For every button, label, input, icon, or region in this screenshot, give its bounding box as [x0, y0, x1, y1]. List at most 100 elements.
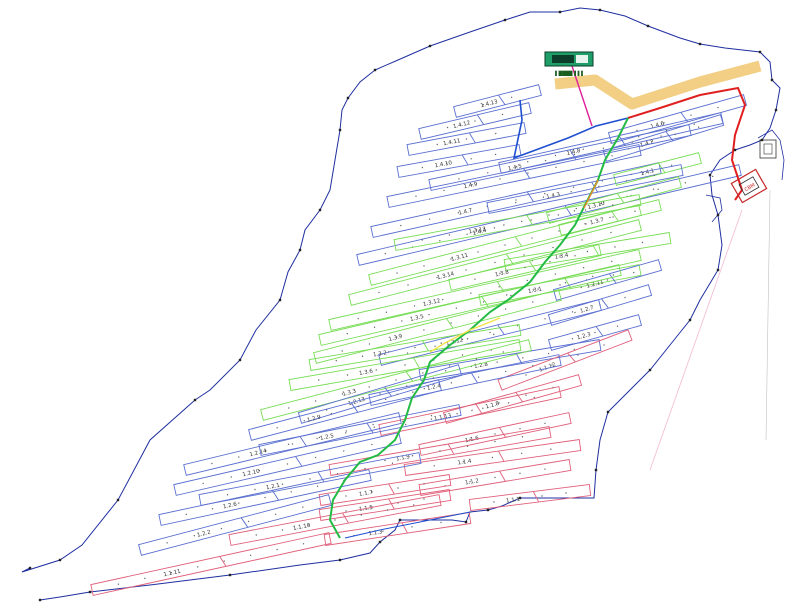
panel-marker	[519, 427, 521, 430]
panel-marker	[577, 354, 579, 356]
panel-marker	[345, 430, 347, 432]
panel-marker	[641, 241, 644, 244]
boundary-marker	[716, 213, 720, 217]
blue-feeder-cable	[512, 99, 629, 160]
boundary-marker	[338, 558, 342, 562]
panel-marker	[448, 234, 451, 236]
boundary-marker	[298, 248, 302, 252]
panel-row: 1.3.8	[448, 244, 602, 291]
panel-marker	[395, 379, 397, 381]
panel-marker	[308, 524, 310, 526]
row-divider	[567, 352, 576, 363]
panel-marker	[197, 566, 199, 568]
panel-marker	[413, 305, 416, 307]
panel-marker	[496, 361, 498, 363]
panel-marker	[423, 483, 425, 485]
panel-marker	[503, 224, 505, 226]
panel-marker	[571, 311, 574, 313]
panel-row-outline	[442, 374, 583, 424]
panel-row-label: 1.4.3	[546, 192, 561, 201]
panel-marker	[585, 223, 587, 225]
panel-row-label: 1.4.1	[640, 168, 655, 177]
row-divider	[499, 427, 506, 438]
panel-marker	[523, 254, 525, 256]
panel-marker	[520, 452, 523, 455]
panel-row-outline	[552, 259, 663, 301]
panel-row: 1.4.1	[613, 152, 702, 186]
panel-marker	[395, 336, 398, 338]
panel-marker	[423, 329, 425, 331]
panel-marker	[524, 266, 526, 269]
panel-marker	[202, 482, 204, 485]
panel-marker	[385, 398, 387, 400]
panel-marker	[521, 220, 523, 223]
panel-marker	[515, 199, 517, 201]
panel-marker	[494, 433, 496, 435]
panel-row-outline	[158, 469, 372, 526]
panel-row-outline	[183, 412, 402, 476]
panel-marker	[423, 265, 425, 267]
panel-marker	[594, 331, 596, 334]
panel-row: 1.1.7	[318, 474, 452, 506]
panel-row-outline	[497, 329, 633, 391]
panel-row-label: 1.4.5	[508, 164, 523, 173]
panel-marker	[461, 354, 464, 356]
panel-marker	[527, 161, 529, 163]
panel-row-outline	[323, 512, 472, 546]
panel-marker	[371, 443, 373, 446]
boundary-marker	[716, 268, 720, 272]
panel-marker	[396, 272, 398, 274]
gray-guide-line	[765, 189, 771, 441]
boundary-marker	[38, 598, 42, 602]
panel-marker	[494, 440, 496, 443]
panel-row-outline	[378, 386, 562, 436]
panel-marker	[573, 348, 575, 350]
panel-row: 1.3.10	[546, 176, 682, 224]
substation: CBM	[730, 139, 777, 204]
panel-marker	[345, 432, 347, 434]
panel-marker	[286, 463, 289, 465]
panel-marker	[436, 276, 438, 279]
panel-row-outline	[503, 232, 672, 271]
panel-row-label: 1.2.2	[196, 530, 211, 539]
panel-row-outline	[602, 114, 725, 162]
boundary-marker	[116, 498, 120, 502]
panel-row-label: 1.2.11	[586, 279, 604, 290]
panel-row-label: 1.4.12	[453, 120, 471, 130]
boundary-marker	[278, 298, 282, 302]
panel-row-label: 1.4.8	[566, 148, 581, 157]
row-divider	[608, 273, 617, 284]
row-divider	[384, 386, 392, 397]
panel-row: 1.1.11	[90, 532, 332, 596]
panel-marker	[364, 467, 366, 470]
panel-marker	[582, 148, 584, 150]
panel-marker	[614, 246, 616, 248]
panel-row-label: 1.2.4	[427, 383, 442, 392]
panel-row-outline	[297, 364, 463, 424]
row-divider	[532, 491, 540, 503]
panel-marker	[592, 275, 594, 278]
panel-marker	[475, 358, 478, 360]
panel-marker	[430, 418, 433, 420]
panel-marker	[558, 230, 560, 232]
panel-row-label: 1.1.1	[506, 497, 521, 505]
panel-marker	[361, 355, 364, 357]
panel-marker	[144, 577, 146, 580]
panel-marker	[334, 519, 336, 521]
panel-marker	[303, 420, 305, 422]
panel-row-label: 1.3.2	[373, 350, 388, 358]
panel-row-label: 1.4.6	[650, 121, 666, 131]
panel-marker	[653, 174, 655, 177]
panel-row: 1.1.10	[228, 494, 442, 546]
row-divider	[498, 450, 505, 462]
panel-marker	[341, 350, 343, 352]
row-divider	[592, 244, 600, 256]
panel-row-outline	[368, 354, 562, 406]
panel-row-label: 1.4.13	[480, 99, 499, 109]
panel-marker	[430, 415, 433, 417]
row-divider	[461, 154, 469, 166]
panel-marker	[287, 443, 290, 445]
panel-marker	[445, 370, 447, 372]
panel-marker	[507, 402, 510, 404]
row-divider	[497, 324, 505, 335]
